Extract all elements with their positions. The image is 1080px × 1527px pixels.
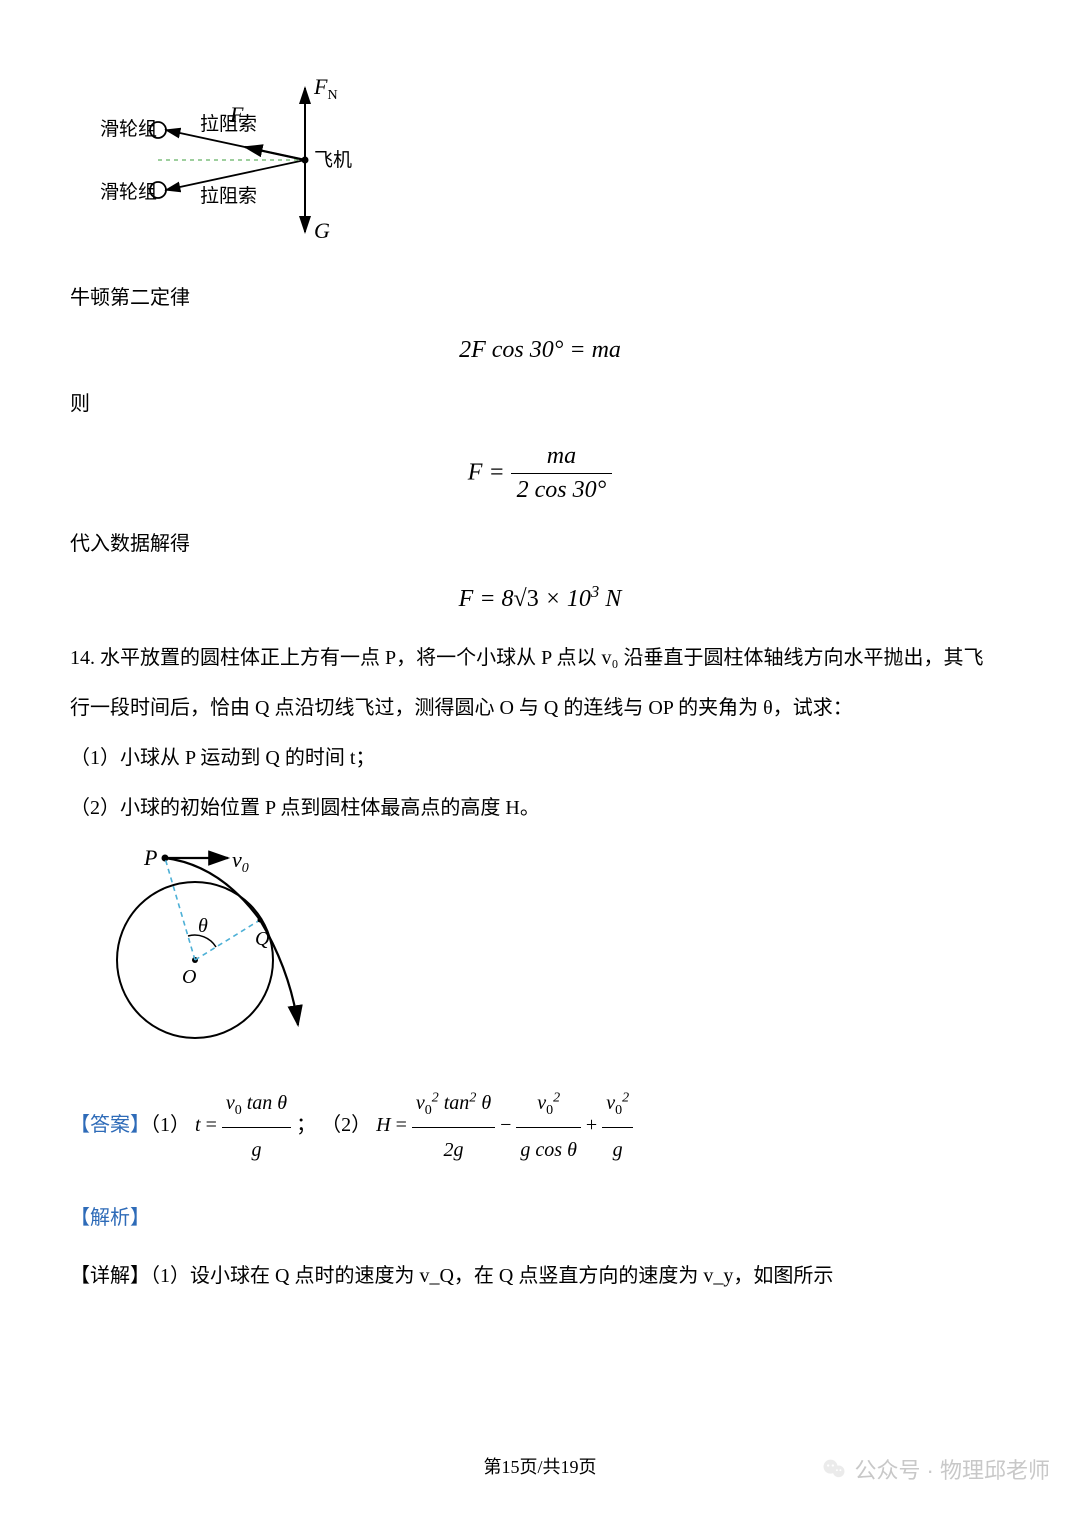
q14-number: 14.: [70, 647, 95, 669]
then-text: 则: [70, 382, 1010, 426]
force-diagram: 滑轮组 滑轮组 拉阻索 拉阻索 F FN G 飞机: [100, 70, 1010, 266]
watermark: 公众号 · 物理邱老师: [820, 1453, 1050, 1485]
force-F-label: F: [229, 102, 244, 127]
answer-label: 【答案】: [70, 1114, 150, 1136]
detail-section: 【详解】（1）设小球在 Q 点时的速度为 v_Q，在 Q 点竖直方向的速度为 v…: [70, 1254, 1010, 1298]
circle-diagram: O P v0 θ Q: [100, 845, 1010, 1061]
question-14: 14. 水平放置的圆柱体正上方有一点 P，将一个小球从 P 点以 v₀ 沿垂直于…: [70, 636, 1010, 830]
circle-diagram-svg: O P v0 θ Q: [100, 845, 320, 1045]
cable2-label: 拉阻索: [200, 185, 257, 207]
equation-2: F = ma 2 cos 30°: [70, 440, 1010, 508]
plane-label: 飞机: [314, 149, 352, 171]
newton-second-law: 牛顿第二定律: [70, 276, 1010, 320]
v0-label: v0: [232, 847, 249, 876]
theta-label: θ: [198, 915, 208, 937]
cable1-label: 拉阻索: [200, 113, 257, 135]
pulley2-label: 滑轮组: [100, 181, 157, 203]
force-diagram-svg: 滑轮组 滑轮组 拉阻索 拉阻索 F FN G 飞机: [100, 70, 380, 250]
detail-label: 【详解】: [70, 1265, 150, 1287]
Q-label: Q: [255, 928, 270, 950]
equation-1: 2F cos 30° = ma: [70, 334, 1010, 368]
answer-section: 【答案】（1） t = v0 tan θ g ； （2） H = v02 tan…: [70, 1081, 1010, 1172]
force-FN-label: FN: [313, 74, 338, 103]
q14-sub2: （2）小球的初始位置 P 点到圆柱体最高点的高度 H。: [70, 786, 1010, 830]
q14-stem: 14. 水平放置的圆柱体正上方有一点 P，将一个小球从 P 点以 v₀ 沿垂直于…: [70, 636, 1010, 680]
force-G-label: G: [314, 218, 330, 243]
pulley1-label: 滑轮组: [100, 118, 157, 140]
substitute-text: 代入数据解得: [70, 522, 1010, 566]
page-content: 滑轮组 滑轮组 拉阻索 拉阻索 F FN G 飞机 牛顿第二定律 2F cos …: [0, 0, 1080, 1378]
q14-sub1: （1）小球从 P 运动到 Q 的时间 t；: [70, 736, 1010, 780]
q14-stem-cont: 行一段时间后，恰由 Q 点沿切线飞过，测得圆心 O 与 Q 的连线与 OP 的夹…: [70, 686, 1010, 730]
O-label: O: [182, 966, 196, 988]
P-label: P: [143, 845, 157, 870]
watermark-text: 公众号 · 物理邱老师: [854, 1453, 1050, 1485]
equation-3: F = 8√3 × 103 N: [70, 580, 1010, 617]
analysis-label: 【解析】: [70, 1196, 1010, 1240]
wechat-icon: [820, 1455, 848, 1483]
